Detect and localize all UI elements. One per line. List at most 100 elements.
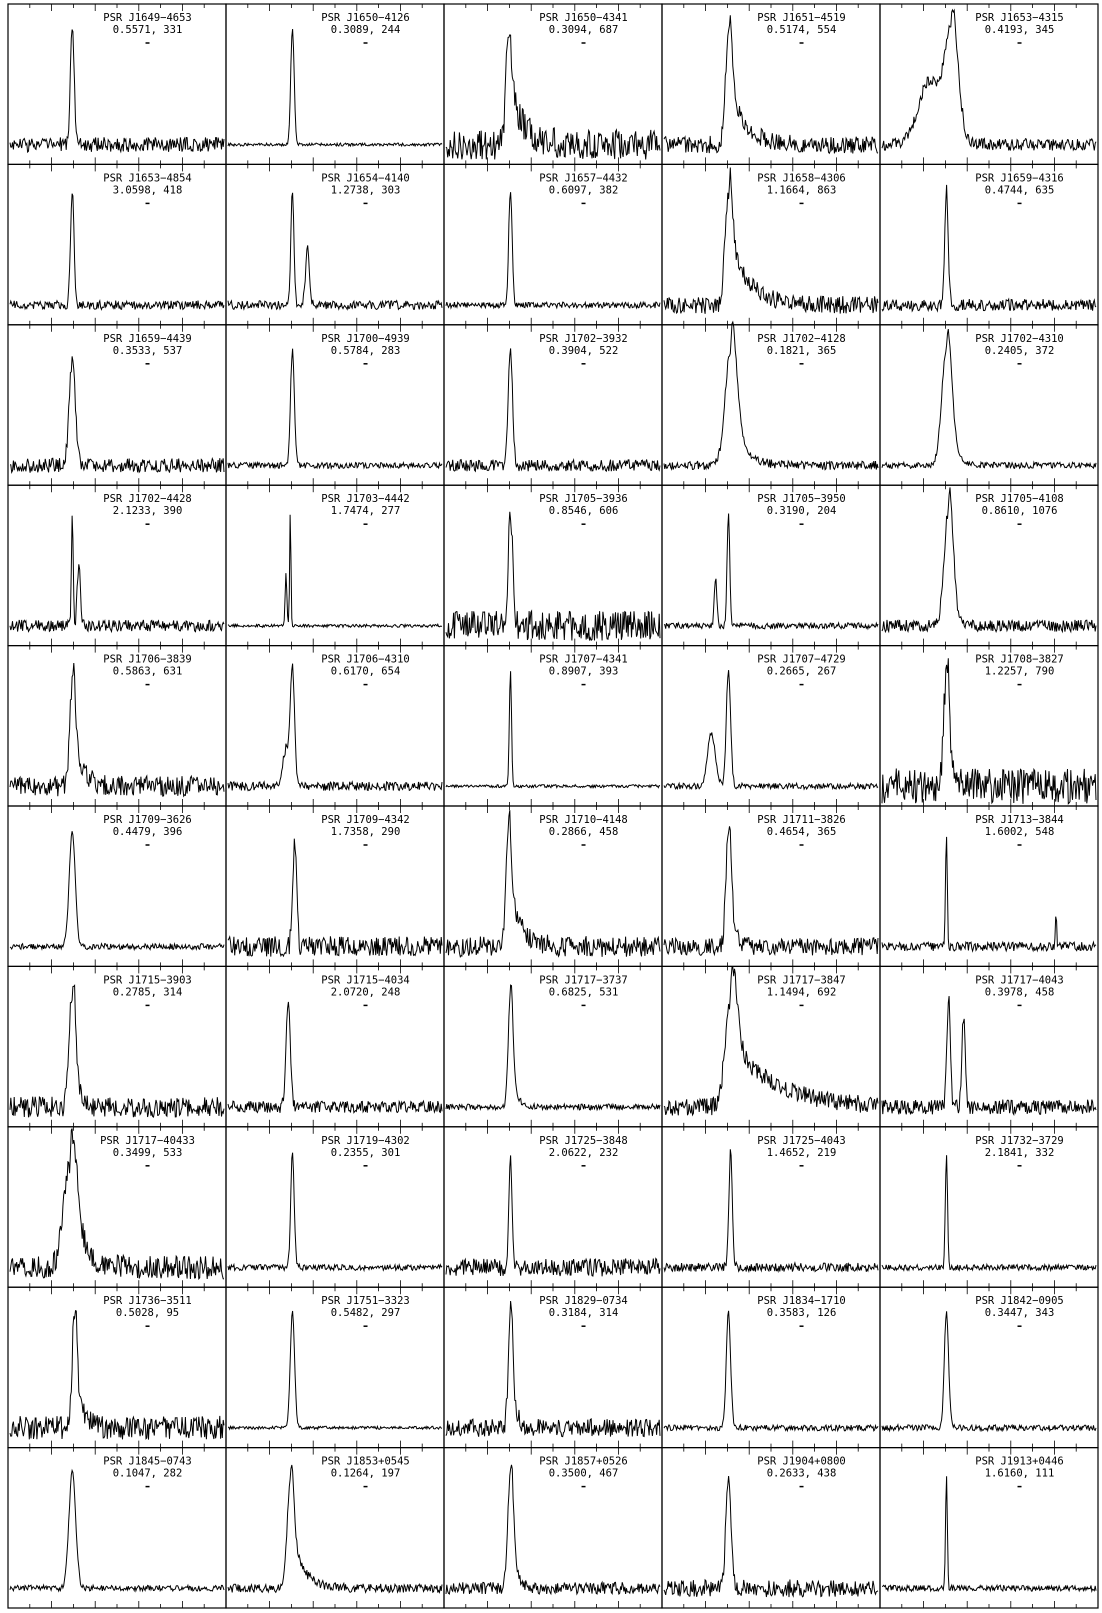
- pulsar-period-info: 0.2633, 438: [767, 1468, 837, 1480]
- pulsar-name: PSR J1657−4432: [539, 172, 628, 184]
- pulse-profile-line: [663, 1310, 879, 1433]
- pulsar-period-info: 0.8907, 393: [549, 666, 619, 678]
- pulsar-name: PSR J1653−4315: [975, 12, 1064, 24]
- pulse-profile-line: [9, 1128, 225, 1281]
- pulse-profile-line: [881, 836, 1097, 953]
- pulse-profile-line: [9, 1310, 225, 1440]
- pulse-profile-line: [228, 1310, 443, 1431]
- pulse-profile-line: [881, 1476, 1097, 1593]
- pulse-profile-line: [227, 1152, 443, 1273]
- pulsar-name: PSR J1715−3903: [103, 974, 192, 986]
- pulsar-period-info: 1.1494, 692: [767, 986, 837, 998]
- pulse-profile-line: [445, 1300, 661, 1438]
- pulsar-name: PSR J1717−40433: [100, 1135, 195, 1147]
- pulsar-period-info: 0.3094, 687: [549, 24, 619, 36]
- pulsar-period-info: 0.3904, 522: [549, 345, 619, 357]
- pulsar-period-info: 1.2738, 303: [331, 184, 401, 196]
- pulsar-name: PSR J1711−3826: [757, 814, 846, 826]
- pulse-profile-line: [9, 1468, 225, 1593]
- pulse-profile-line: [9, 984, 225, 1118]
- pulse-profile-line: [881, 487, 1097, 634]
- pulse-profile-line: [9, 193, 225, 311]
- pulse-profile-line: [663, 1149, 879, 1274]
- pulse-profile-line: [663, 826, 879, 957]
- pulsar-period-info: 0.6170, 654: [331, 666, 401, 678]
- pulsar-name: PSR J1707−4341: [539, 654, 628, 666]
- pulsar-name: PSR J1834−1710: [757, 1295, 846, 1307]
- pulse-profile-line: [663, 15, 879, 155]
- pulse-profile-line: [881, 996, 1097, 1116]
- pulse-profile-line: [227, 663, 443, 792]
- pulsar-period-info: 1.1664, 863: [767, 184, 837, 196]
- pulsar-period-info: 0.5482, 297: [331, 1307, 401, 1319]
- pulsar-period-info: 0.2866, 458: [549, 826, 619, 838]
- pulse-profile-line: [881, 658, 1097, 805]
- pulsar-period-info: 2.0622, 232: [549, 1147, 619, 1159]
- pulsar-period-info: 0.5028, 95: [116, 1307, 179, 1319]
- pulsar-name: PSR J1706−4310: [321, 654, 410, 666]
- pulsar-period-info: 0.1264, 197: [331, 1468, 401, 1480]
- pulse-profile-line: [9, 662, 225, 798]
- pulsar-name: PSR J1751−3323: [321, 1295, 410, 1307]
- pulse-profile-line: [663, 320, 879, 471]
- pulse-profile-line: [227, 192, 443, 311]
- pulse-profile-line: [445, 192, 661, 310]
- pulsar-period-info: 0.5784, 283: [331, 345, 401, 357]
- pulsar-period-info: 0.6097, 382: [549, 184, 619, 196]
- pulsar-period-info: 0.6825, 531: [549, 986, 619, 998]
- pulsar-name: PSR J1703−4442: [321, 493, 410, 505]
- pulsar-period-info: 0.1821, 365: [767, 345, 837, 357]
- pulsar-period-info: 0.8546, 606: [549, 505, 619, 517]
- pulsar-period-info: 2.1841, 332: [985, 1147, 1055, 1159]
- pulsar-period-info: 0.3978, 458: [985, 986, 1055, 998]
- pulsar-name: PSR J1913+0446: [975, 1456, 1064, 1468]
- pulse-profile-line: [663, 513, 879, 631]
- pulsar-period-info: 0.3533, 537: [113, 345, 183, 357]
- pulsar-period-info: 0.3447, 343: [985, 1307, 1055, 1319]
- pulsar-name: PSR J1650−4341: [539, 12, 628, 24]
- pulsar-name: PSR J1719−4302: [321, 1135, 410, 1147]
- pulsar-period-info: 0.4479, 396: [113, 826, 183, 838]
- pulsar-period-info: 1.2257, 790: [985, 666, 1055, 678]
- pulse-profile-line: [227, 348, 443, 471]
- pulse-profile-line: [9, 29, 225, 154]
- pulsar-period-info: 0.3184, 314: [549, 1307, 619, 1319]
- pulsar-name: PSR J1715−4034: [321, 974, 410, 986]
- pulsar-name: PSR J1700−4939: [321, 333, 410, 345]
- pulsar-name: PSR J1707−4729: [757, 654, 846, 666]
- pulsar-name: PSR J1658−4306: [757, 172, 846, 184]
- pulse-profile-line: [881, 8, 1097, 152]
- pulsar-period-info: 0.2355, 301: [331, 1147, 401, 1159]
- pulsar-name: PSR J1649−4653: [103, 12, 192, 24]
- pulsar-period-info: 2.0720, 248: [331, 986, 401, 998]
- pulse-profile-line: [881, 1155, 1097, 1273]
- pulsar-name: PSR J1653−4854: [103, 172, 192, 184]
